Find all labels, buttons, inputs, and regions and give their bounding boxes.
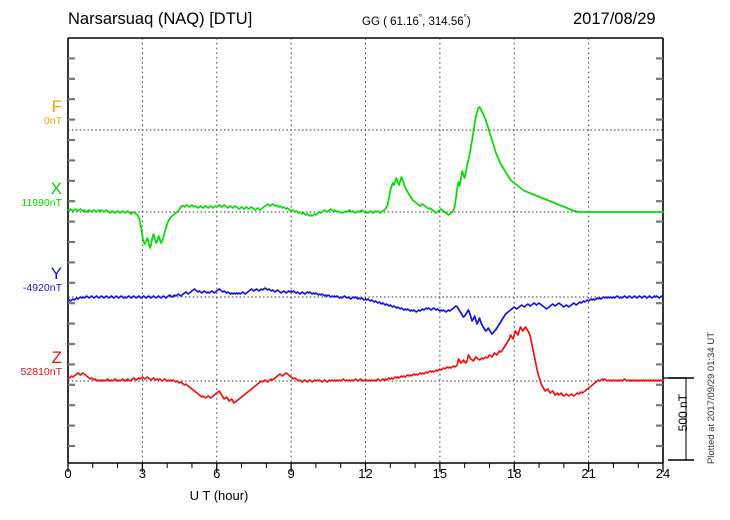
component-letter-x: X <box>50 179 62 198</box>
axis-label-f: F 0nT <box>44 98 62 127</box>
trace-Z <box>67 326 664 404</box>
station-title: Narsarsuaq (NAQ) [DTU] <box>68 10 253 28</box>
geographic-coordinates: GG ( 61.16°, 314.56°) <box>362 13 471 28</box>
baseline-value-y: -4920nT <box>22 281 62 294</box>
component-letter-f: F <box>51 97 62 116</box>
scale-bar-caption: 500 nT <box>676 394 690 432</box>
axis-label-x: X 11990nT <box>21 180 62 209</box>
baseline-value-x: 11990nT <box>21 196 62 209</box>
axis-label-y: Y -4920nT <box>23 265 62 294</box>
degree-symbol-lat: ° <box>418 13 423 22</box>
trace-X <box>67 106 664 249</box>
x-tick-label-6: 6 <box>213 466 221 481</box>
x-tick-label-24: 24 <box>655 466 671 481</box>
component-letter-z: Z <box>51 348 62 367</box>
x-axis-title: U T (hour) <box>0 488 730 503</box>
geo-coords-prefix: GG ( 61.16 <box>362 15 419 28</box>
baseline-value-f: 0nT <box>43 114 62 127</box>
component-letter-y: Y <box>50 264 62 283</box>
x-tick-label-9: 9 <box>287 466 295 481</box>
axis-label-z: Z 52810nT <box>21 349 62 378</box>
x-tick-label-3: 3 <box>138 466 146 481</box>
x-axis-title-text: U T (hour) <box>189 488 249 503</box>
trace-Y <box>67 287 664 335</box>
geo-coords-suffix: ) <box>466 15 471 28</box>
x-tick-label-15: 15 <box>432 466 448 481</box>
geo-coords-mid: , 314.56 <box>422 15 464 28</box>
plotted-timestamp: Plotted at 2017/09/29 01:34 UT <box>706 332 717 465</box>
degree-symbol-lon: ° <box>463 13 467 22</box>
baseline-value-z: 52810nT <box>20 365 62 378</box>
x-tick-label-0: 0 <box>64 466 72 481</box>
observation-date: 2017/08/29 <box>573 10 656 28</box>
x-tick-label-21: 21 <box>581 466 596 481</box>
x-tick-label-12: 12 <box>358 466 373 481</box>
x-tick-label-18: 18 <box>507 466 522 481</box>
